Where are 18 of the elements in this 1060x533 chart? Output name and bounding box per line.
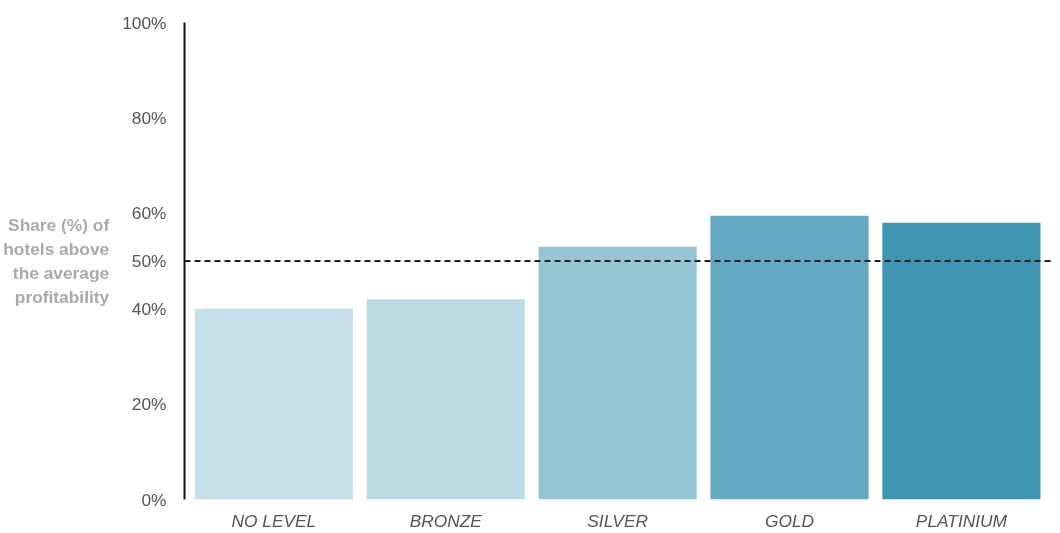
x-tick-label: PLATINIUM [915, 510, 1008, 531]
y-tick-label: 80% [131, 107, 167, 128]
bar [710, 215, 869, 500]
y-tick-label: 60% [131, 203, 167, 224]
bar [882, 222, 1041, 500]
y-tick-label: 20% [131, 394, 167, 415]
y-tick-label: 40% [131, 298, 167, 319]
x-tick-label: NO LEVEL [231, 510, 317, 531]
y-tick-label: 100% [122, 12, 167, 33]
x-tick-label: BRONZE [409, 510, 483, 531]
x-tick-label: GOLD [764, 510, 815, 531]
y-tick-label: 50% [131, 251, 167, 271]
bar [366, 299, 525, 500]
y-axis-title: Share (%) of hotels above the average profitability [3, 215, 110, 307]
y-tick-label: 0% [141, 489, 167, 510]
bar [538, 246, 697, 500]
x-tick-label: SILVER [587, 510, 648, 531]
bar [194, 308, 353, 500]
